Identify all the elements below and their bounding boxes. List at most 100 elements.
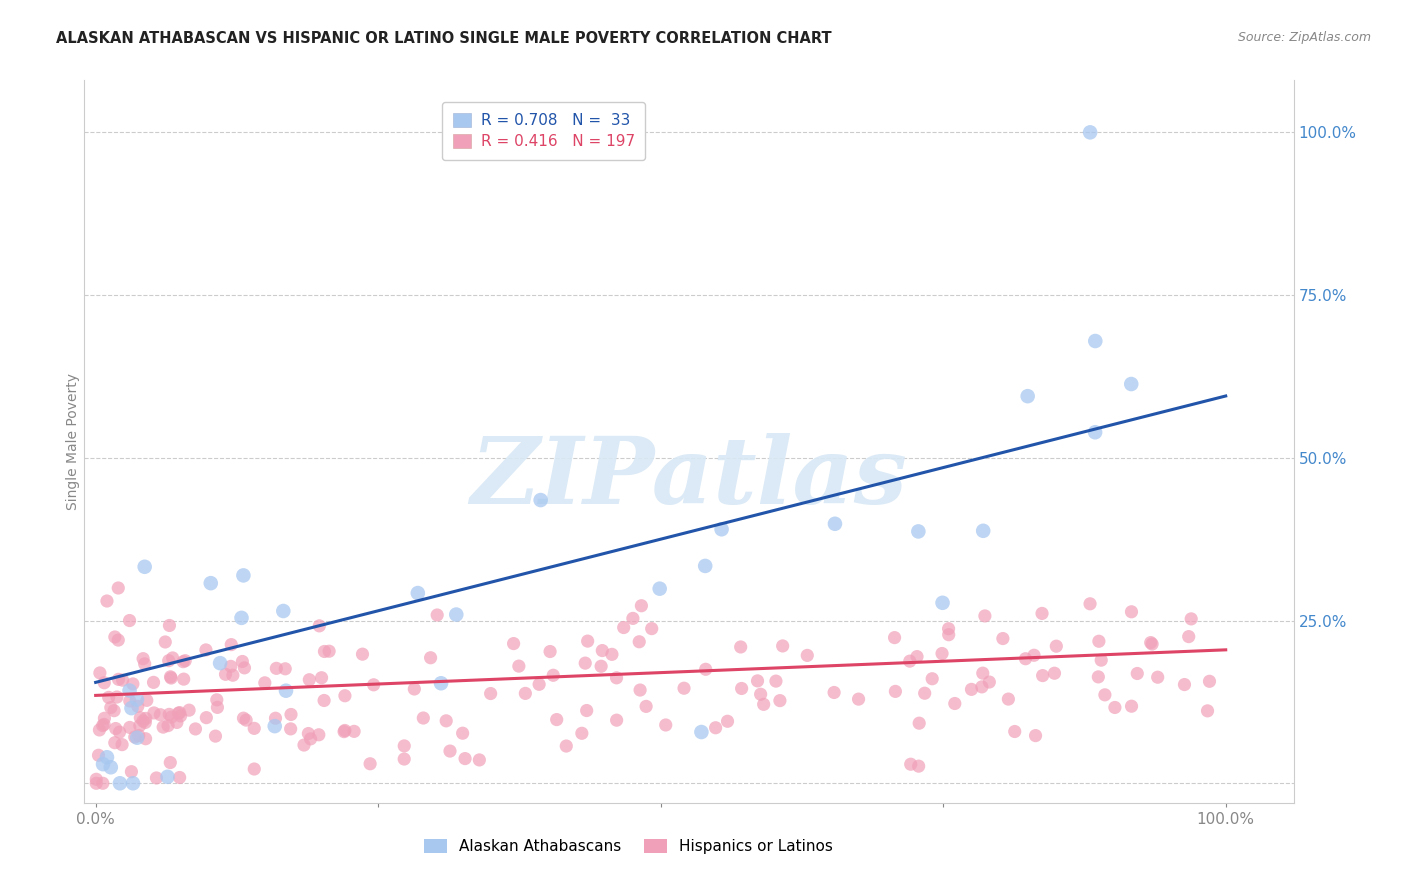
Point [93,717,115,731]
Point [128,729,150,743]
Point [1121,699,1143,714]
Point [574,656,596,670]
Point [621,611,644,625]
Point [907,759,929,773]
Point [111,673,134,688]
Point [591,643,613,657]
Point [426,607,449,622]
Point [508,659,530,673]
Point [159,756,181,770]
Point [970,680,993,694]
Point [93,675,115,690]
Point [1078,125,1101,139]
Point [343,724,366,739]
Point [1004,724,1026,739]
Point [446,607,468,622]
Point [571,726,593,740]
Point [120,764,142,779]
Point [169,706,191,720]
Point [194,643,217,657]
Point [606,713,628,727]
Point [134,657,156,671]
Point [205,693,228,707]
Point [546,713,568,727]
Point [231,655,253,669]
Point [298,673,321,687]
Point [333,724,356,739]
Point [122,677,145,691]
Point [908,716,931,731]
Point [166,715,188,730]
Point [118,683,141,698]
Point [231,611,253,625]
Point [1043,666,1066,681]
Point [921,672,943,686]
Point [100,700,122,714]
Point [157,718,180,732]
Point [636,699,658,714]
Point [118,694,141,708]
Point [135,693,157,707]
Point [392,752,415,766]
Point [84,772,107,787]
Point [1087,670,1109,684]
Point [107,633,129,648]
Point [1104,700,1126,714]
Point [266,661,288,675]
Point [156,770,179,784]
Point [177,703,200,717]
Point [931,596,953,610]
Point [1025,729,1047,743]
Point [118,614,141,628]
Point [938,628,960,642]
Point [104,722,127,736]
Point [297,726,319,740]
Point [823,685,845,699]
Point [91,776,114,790]
Point [772,639,794,653]
Point [479,687,502,701]
Point [900,757,922,772]
Point [100,760,122,774]
Point [152,720,174,734]
Point [134,715,156,730]
Point [527,677,550,691]
Point [352,647,374,661]
Point [530,493,553,508]
Point [555,739,578,753]
Point [145,771,167,785]
Point [600,648,623,662]
Point [159,618,181,632]
Point [128,718,150,732]
Y-axis label: Single Male Poverty: Single Male Poverty [66,373,80,510]
Point [84,776,107,790]
Point [292,738,315,752]
Point [160,671,183,685]
Point [142,706,165,720]
Point [253,675,276,690]
Point [103,704,125,718]
Point [796,648,818,663]
Point [404,681,426,696]
Point [690,725,713,739]
Point [1031,607,1053,621]
Text: ZIPatlas: ZIPatlas [471,433,907,523]
Point [89,665,111,680]
Point [160,710,183,724]
Point [107,673,129,687]
Point [406,586,429,600]
Point [122,776,145,790]
Point [162,651,184,665]
Point [97,690,120,705]
Point [172,655,194,669]
Point [125,692,148,706]
Point [439,744,461,758]
Point [1140,637,1163,651]
Point [173,672,195,686]
Point [931,647,953,661]
Point [132,714,155,728]
Point [280,707,302,722]
Point [135,731,157,746]
Point [628,634,651,648]
Point [997,692,1019,706]
